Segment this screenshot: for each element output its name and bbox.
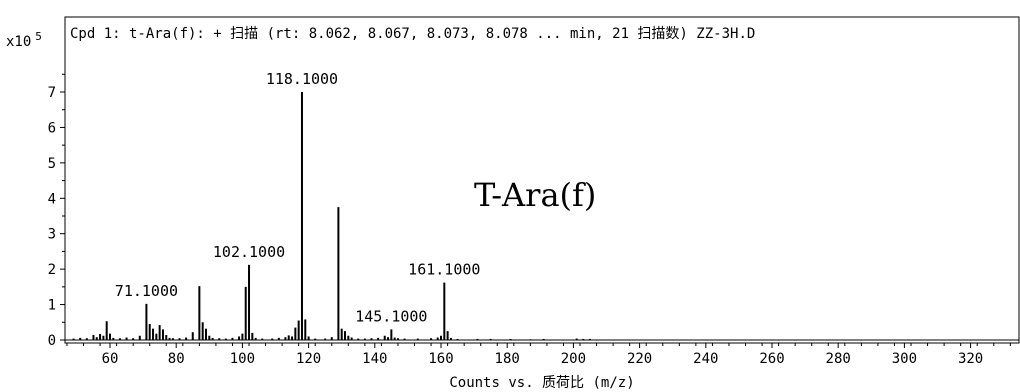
x-tick-label: 80 xyxy=(168,351,185,367)
x-axis: 60 80 100 120 140 160 180 200 220 240 260 280 300 320 xyxy=(65,339,1019,367)
y-tick-label: 4 xyxy=(48,191,56,207)
y-tick-label: 0 xyxy=(48,333,56,349)
y-tick-label: 3 xyxy=(48,227,56,243)
x-tick-label: 120 xyxy=(296,351,321,367)
peak-label: 161.1000 xyxy=(408,261,480,279)
x-tick-label: 240 xyxy=(693,351,718,367)
chart-title: Cpd 1: t-Ara(f): + 扫描 (rt: 8.062, 8.067,… xyxy=(70,26,755,42)
x-tick-label: 100 xyxy=(230,351,255,367)
x-tick-label: 180 xyxy=(495,351,520,367)
x-tick-label: 200 xyxy=(561,351,586,367)
x-tick-label: 300 xyxy=(892,351,917,367)
peak-label: 145.1000 xyxy=(355,307,427,325)
peak-label: 102.1000 xyxy=(213,243,285,261)
y-tick-label: 5 xyxy=(48,156,56,172)
y-scale-exponent: 5 xyxy=(35,30,42,43)
x-tick-label: 280 xyxy=(826,351,851,367)
peak-labels: 71.1000 102.1000 118.1000 145.1000 161.1000 xyxy=(115,70,481,325)
y-tick-label: 2 xyxy=(48,262,56,278)
y-tick-label: 1 xyxy=(48,298,56,314)
y-tick-label: 6 xyxy=(48,120,56,136)
compound-annotation: T-Ara(f) xyxy=(474,176,596,214)
peak-label: 118.1000 xyxy=(266,70,338,88)
x-tick-label: 320 xyxy=(958,351,983,367)
x-axis-label: Counts vs. 质荷比 (m/z) xyxy=(449,375,634,391)
x-tick-label: 60 xyxy=(102,351,119,367)
x-tick-label: 140 xyxy=(362,351,387,367)
plot-frame xyxy=(64,16,1020,344)
x-tick-label: 260 xyxy=(759,351,784,367)
x-tick-label: 160 xyxy=(428,351,453,367)
x-tick-label: 220 xyxy=(627,351,652,367)
y-tick-label: 7 xyxy=(48,85,56,101)
peak-label: 71.1000 xyxy=(115,282,178,300)
y-axis: 0 1 2 3 4 5 6 7 xyxy=(48,73,65,349)
spectrum-peaks xyxy=(72,92,591,340)
y-scale-label: x10 5 xyxy=(6,30,42,50)
